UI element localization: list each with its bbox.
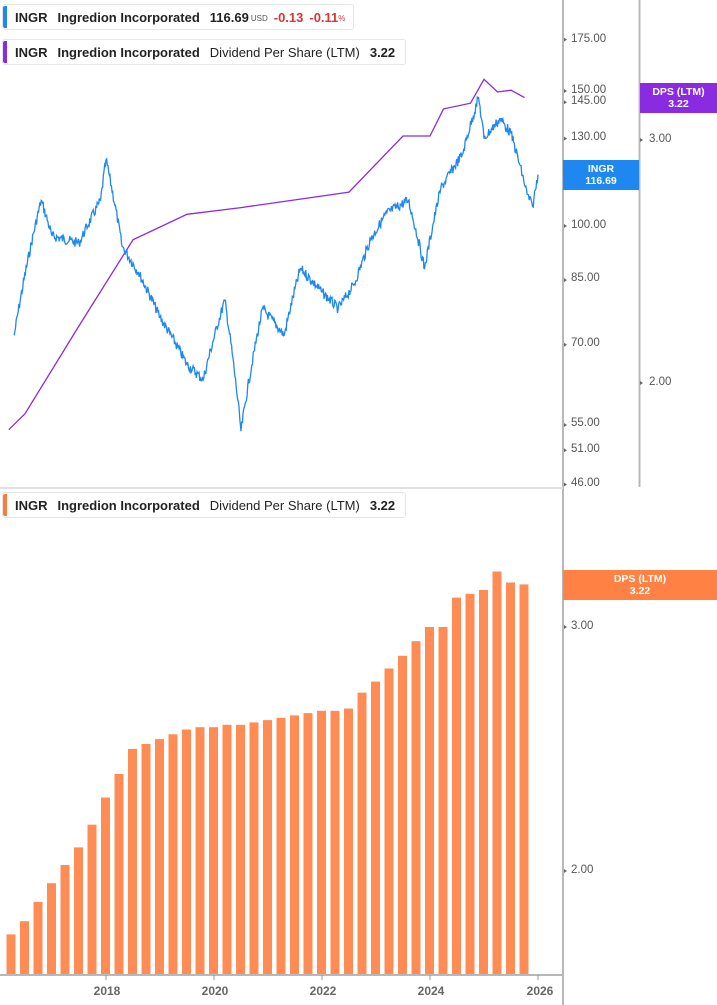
dps-bar [384, 668, 394, 974]
dps-bar-tick: 3.00 [571, 620, 594, 632]
price-tick: 51.00 [571, 443, 600, 455]
dps-bar [101, 797, 110, 974]
x-label-2026: 2026 [526, 984, 554, 998]
dps-badge-bottom: DPS (LTM) 3.22 [563, 570, 717, 600]
dps-badge-value: 3.22 [668, 98, 689, 110]
dps-bar [195, 727, 205, 974]
dps-bar [87, 824, 97, 974]
dps-bars [6, 571, 529, 974]
legend-pct-symbol: % [338, 14, 346, 23]
dps-bar [371, 681, 380, 974]
dps-bar [357, 692, 367, 974]
price-legend[interactable]: INGR Ingredion Incorporated 116.69 USD -… [2, 4, 355, 30]
x-label-2024: 2024 [417, 984, 445, 998]
dps-bar [398, 655, 407, 974]
legend-company: Ingredion Incorporated [57, 9, 200, 25]
price-tick: 85.00 [571, 272, 600, 284]
legend-metric: Dividend Per Share (LTM) [209, 497, 360, 513]
price-badge-ticker: INGR [587, 163, 615, 175]
legend-company: Ingredion Incorporated [57, 497, 200, 513]
dps-bar [303, 713, 313, 974]
dps-badge-value: 3.22 [629, 585, 651, 597]
price-tick: 55.00 [571, 417, 600, 429]
dps-bar [236, 724, 245, 974]
legend-ticker: INGR [15, 44, 48, 60]
dps-badge-label: DPS (LTM) [613, 573, 667, 585]
dps-bar [74, 847, 83, 974]
dps-tick: 3.00 [649, 133, 672, 145]
price-tick: 70.00 [571, 337, 600, 349]
dps-legend-bottom[interactable]: INGR Ingredion Incorporated Dividend Per… [2, 492, 407, 518]
dps-bar [344, 708, 353, 974]
legend-ticker: INGR [15, 9, 48, 25]
dps-series-color [3, 41, 7, 63]
dps-bar [506, 582, 515, 974]
dps-badge-label: DPS (LTM) [652, 86, 705, 98]
dps-bar [249, 722, 259, 974]
dps-line [8, 78, 525, 431]
price-tick: 145.00 [571, 95, 607, 107]
dps-bar [6, 934, 16, 974]
dps-bar [290, 715, 299, 974]
dps-bar [155, 739, 164, 974]
x-label-2020: 2020 [201, 984, 229, 998]
dps-tick: 2.00 [649, 376, 672, 388]
legend-value: 3.22 [369, 44, 396, 60]
price-tick: 130.00 [571, 131, 607, 143]
dps-bar [47, 883, 56, 974]
dps-bar [114, 774, 124, 974]
dps-bar [452, 597, 461, 974]
dps-bar [438, 627, 448, 974]
legend-company: Ingredion Incorporated [57, 44, 200, 60]
dps-bar-series-color [3, 494, 7, 516]
dps-bar [519, 584, 529, 974]
dps-bar-tick: 2.00 [571, 864, 594, 876]
dps-bar [182, 729, 191, 974]
dps-bar [60, 865, 70, 974]
legend-change-pct: -0.11 [309, 9, 339, 25]
legend-price: 116.69 [209, 9, 249, 25]
dps-bar [276, 717, 286, 974]
legend-change: -0.13 [273, 9, 304, 25]
dps-bar [209, 727, 218, 974]
dps-bar [479, 590, 488, 974]
x-label-2018: 2018 [93, 984, 121, 998]
dps-badge-top: DPS (LTM) 3.22 [640, 83, 717, 113]
price-series-color [3, 6, 7, 28]
price-tick: 100.00 [571, 219, 607, 231]
dps-bar [33, 901, 43, 974]
dps-bar [317, 710, 326, 974]
dps-bar [141, 744, 151, 974]
x-label-2022: 2022 [309, 984, 337, 998]
price-badge: INGR 116.69 [563, 160, 639, 190]
legend-currency: USD [250, 14, 268, 23]
dps-bar [411, 641, 421, 974]
dps-bar [425, 627, 434, 974]
price-tick: 175.00 [571, 33, 607, 45]
legend-metric: Dividend Per Share (LTM) [209, 44, 360, 60]
price-tick: 150.00 [571, 84, 607, 96]
dps-bar [465, 593, 475, 974]
dps-bar [330, 710, 340, 974]
dps-bar [492, 571, 502, 974]
legend-ticker: INGR [15, 497, 48, 513]
dps-bar [168, 734, 178, 974]
dps-bar [263, 720, 272, 974]
price-tick: 46.00 [571, 477, 600, 489]
price-badge-value: 116.69 [585, 175, 617, 187]
dps-bar [222, 724, 232, 974]
dps-legend-top[interactable]: INGR Ingredion Incorporated Dividend Per… [2, 39, 407, 65]
dps-bar [20, 921, 29, 974]
price-line [13, 95, 539, 432]
legend-value: 3.22 [369, 497, 396, 513]
dps-bar [128, 748, 137, 974]
